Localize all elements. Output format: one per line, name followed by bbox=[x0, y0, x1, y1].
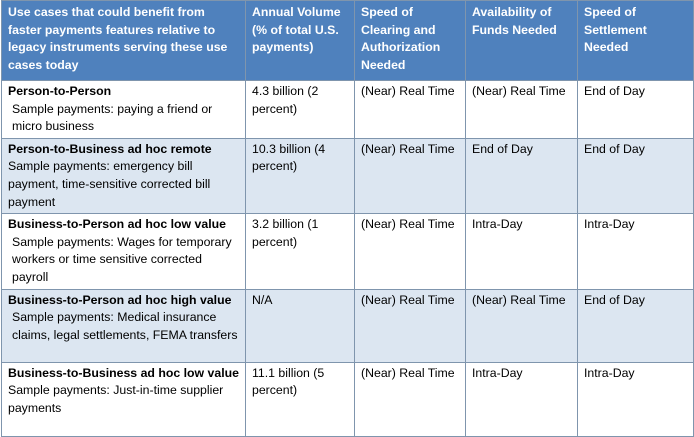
volume-cell: 10.3 billion (4 percent) bbox=[245, 137, 355, 215]
use-case-cell: Person-to-Person Sample payments: paying… bbox=[1, 80, 246, 139]
header-settlement-speed: Speed of Settlement Needed bbox=[577, 0, 694, 81]
header-row: Use cases that could benefit from faster… bbox=[1, 0, 694, 81]
use-case-sample: Sample payments: Wages for temporary wor… bbox=[12, 234, 232, 284]
clearing-cell: (Near) Real Time bbox=[354, 80, 466, 139]
use-case-cell: Business-to-Person ad hoc high value Sam… bbox=[1, 288, 246, 363]
use-case-sample: Sample payments: Medical insurance claim… bbox=[12, 310, 238, 342]
settlement-cell: Intra-Day bbox=[577, 361, 694, 437]
use-case-cell: Business-to-Person ad hoc low value Samp… bbox=[1, 213, 246, 290]
settlement-cell: Intra-Day bbox=[577, 213, 694, 290]
use-case-sample: Sample payments: paying a friend or micr… bbox=[12, 101, 213, 134]
volume-cell: N/A bbox=[245, 288, 355, 363]
settlement-cell: End of Day bbox=[577, 80, 694, 139]
header-use-cases: Use cases that could benefit from faster… bbox=[1, 0, 246, 81]
volume-cell: 4.3 billion (2 percent) bbox=[245, 80, 355, 139]
funds-cell: (Near) Real Time bbox=[465, 80, 578, 139]
funds-cell: Intra-Day bbox=[465, 361, 578, 437]
table-row: Business-to-Business ad hoc low value Sa… bbox=[1, 361, 694, 437]
clearing-cell: (Near) Real Time bbox=[354, 137, 466, 215]
header-funds-availability: Availability of Funds Needed bbox=[465, 0, 578, 81]
use-case-title: Business-to-Person ad hoc high value bbox=[8, 292, 232, 307]
settlement-cell: End of Day bbox=[577, 288, 694, 363]
use-case-title: Business-to-Person ad hoc low value bbox=[8, 217, 226, 232]
table-row: Business-to-Person ad hoc low value Samp… bbox=[1, 213, 694, 290]
volume-cell: 3.2 billion (1 percent) bbox=[245, 213, 355, 290]
table-row: Person-to-Business ad hoc remote Sample … bbox=[1, 137, 694, 215]
funds-cell: (Near) Real Time bbox=[465, 288, 578, 363]
funds-cell: End of Day bbox=[465, 137, 578, 215]
use-case-cell: Person-to-Business ad hoc remote Sample … bbox=[1, 137, 246, 215]
use-case-title: Business-to-Business ad hoc low value bbox=[8, 365, 239, 380]
use-case-title: Person-to-Person bbox=[8, 84, 112, 98]
clearing-cell: (Near) Real Time bbox=[354, 288, 466, 363]
clearing-cell: (Near) Real Time bbox=[354, 213, 466, 290]
volume-cell: 11.1 billion (5 percent) bbox=[245, 361, 355, 437]
settlement-cell: End of Day bbox=[577, 137, 694, 215]
header-annual-volume: Annual Volume (% of total U.S. payments) bbox=[245, 0, 355, 81]
use-case-sample: Sample payments: emergency bill payment,… bbox=[8, 159, 211, 209]
table-row: Business-to-Person ad hoc high value Sam… bbox=[1, 288, 694, 363]
header-clearing-speed: Speed of Clearing and Authorization Need… bbox=[354, 0, 466, 81]
clearing-cell: (Near) Real Time bbox=[354, 361, 466, 437]
funds-cell: Intra-Day bbox=[465, 213, 578, 290]
use-case-sample: Sample payments: Just-in-time supplier p… bbox=[8, 383, 224, 415]
use-case-cell: Business-to-Business ad hoc low value Sa… bbox=[1, 361, 246, 437]
use-case-title: Person-to-Business ad hoc remote bbox=[8, 141, 212, 156]
table-row: Person-to-Person Sample payments: paying… bbox=[1, 80, 694, 139]
